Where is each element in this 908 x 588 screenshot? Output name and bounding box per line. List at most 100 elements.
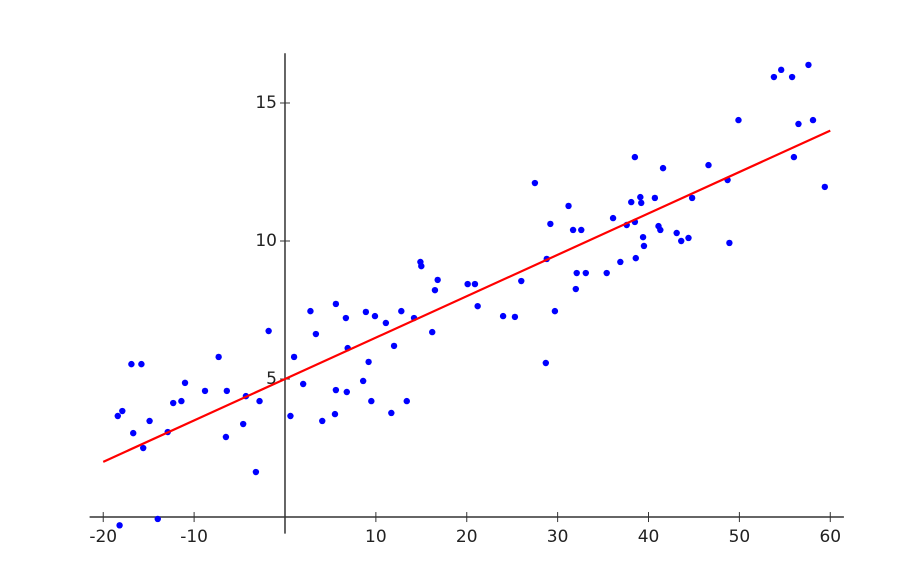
data-point xyxy=(637,193,644,201)
data-point xyxy=(418,262,425,270)
data-point xyxy=(431,286,439,294)
data-point xyxy=(222,433,230,441)
data-point xyxy=(130,429,137,437)
x-tick-label: 40 xyxy=(638,527,660,547)
data-point xyxy=(511,313,519,321)
data-point xyxy=(705,161,712,169)
data-point xyxy=(609,214,617,222)
data-point xyxy=(790,153,798,161)
data-point xyxy=(617,258,624,266)
data-point xyxy=(651,194,659,202)
data-point xyxy=(390,342,398,350)
data-point xyxy=(726,239,733,247)
data-point xyxy=(138,360,145,368)
data-point xyxy=(770,73,778,81)
data-point xyxy=(332,300,340,308)
data-point xyxy=(368,397,375,405)
data-point xyxy=(531,179,539,187)
data-point xyxy=(582,269,590,277)
data-point xyxy=(365,358,372,366)
data-point xyxy=(434,276,441,284)
data-point xyxy=(631,153,639,161)
y-tick-label: 5 xyxy=(266,369,277,389)
x-tick-label: 50 xyxy=(729,527,751,547)
x-tick-label: 10 xyxy=(365,527,387,547)
data-point xyxy=(331,410,339,418)
data-point xyxy=(795,120,802,128)
data-point xyxy=(201,387,209,395)
data-point xyxy=(403,397,410,405)
data-point xyxy=(140,444,147,452)
data-point xyxy=(547,220,554,228)
data-point xyxy=(429,328,436,336)
data-point xyxy=(685,234,692,242)
data-point xyxy=(119,407,126,415)
data-point xyxy=(499,312,507,320)
data-point xyxy=(673,229,680,237)
data-point xyxy=(307,307,314,315)
data-point xyxy=(181,379,189,387)
data-point xyxy=(474,302,481,310)
data-point xyxy=(659,164,667,172)
y-tick-label: 10 xyxy=(255,231,277,251)
data-point xyxy=(287,412,294,420)
data-point xyxy=(371,312,379,320)
data-point xyxy=(678,237,685,245)
data-point xyxy=(215,353,222,361)
data-point xyxy=(398,307,405,315)
data-point xyxy=(542,359,550,367)
data-point xyxy=(821,183,829,191)
data-point xyxy=(657,226,664,234)
data-point xyxy=(735,116,742,124)
data-point xyxy=(362,308,370,316)
data-point xyxy=(551,307,559,315)
data-point xyxy=(239,420,247,428)
x-tick-label: 60 xyxy=(819,527,841,547)
y-tick-label: 15 xyxy=(255,93,277,113)
data-point xyxy=(471,280,479,288)
data-point xyxy=(777,66,785,74)
data-point xyxy=(788,73,796,81)
data-point xyxy=(116,522,123,529)
data-point xyxy=(343,388,350,396)
data-point xyxy=(290,353,298,361)
data-point xyxy=(154,515,161,523)
data-point xyxy=(256,397,263,405)
data-point xyxy=(640,242,648,250)
x-tick-label: -20 xyxy=(89,527,117,547)
data-point xyxy=(638,199,645,207)
data-point xyxy=(382,319,390,327)
data-point xyxy=(565,202,572,210)
data-point xyxy=(628,198,635,206)
data-point xyxy=(809,116,817,124)
data-point xyxy=(805,61,812,69)
data-point xyxy=(359,377,367,385)
data-point xyxy=(252,468,260,476)
data-point xyxy=(178,397,185,405)
data-point xyxy=(569,226,577,234)
x-tick-label: -10 xyxy=(180,527,208,547)
data-point xyxy=(578,226,585,234)
data-point xyxy=(223,387,231,395)
data-point xyxy=(603,269,610,277)
data-point xyxy=(342,314,350,322)
data-point xyxy=(573,269,580,277)
data-point xyxy=(688,194,696,202)
data-point xyxy=(464,280,471,288)
data-point xyxy=(518,277,525,285)
data-point xyxy=(319,417,326,425)
x-tick-label: 30 xyxy=(547,527,569,547)
data-point xyxy=(146,417,153,425)
x-tick-label: 20 xyxy=(456,527,478,547)
data-point xyxy=(299,380,307,388)
data-point xyxy=(114,412,121,420)
data-point xyxy=(170,399,177,407)
data-point xyxy=(632,254,639,262)
data-point xyxy=(639,233,647,241)
data-point xyxy=(332,386,340,394)
data-point xyxy=(388,409,395,417)
data-point xyxy=(265,327,272,335)
data-point xyxy=(312,330,320,338)
data-point xyxy=(128,360,135,368)
